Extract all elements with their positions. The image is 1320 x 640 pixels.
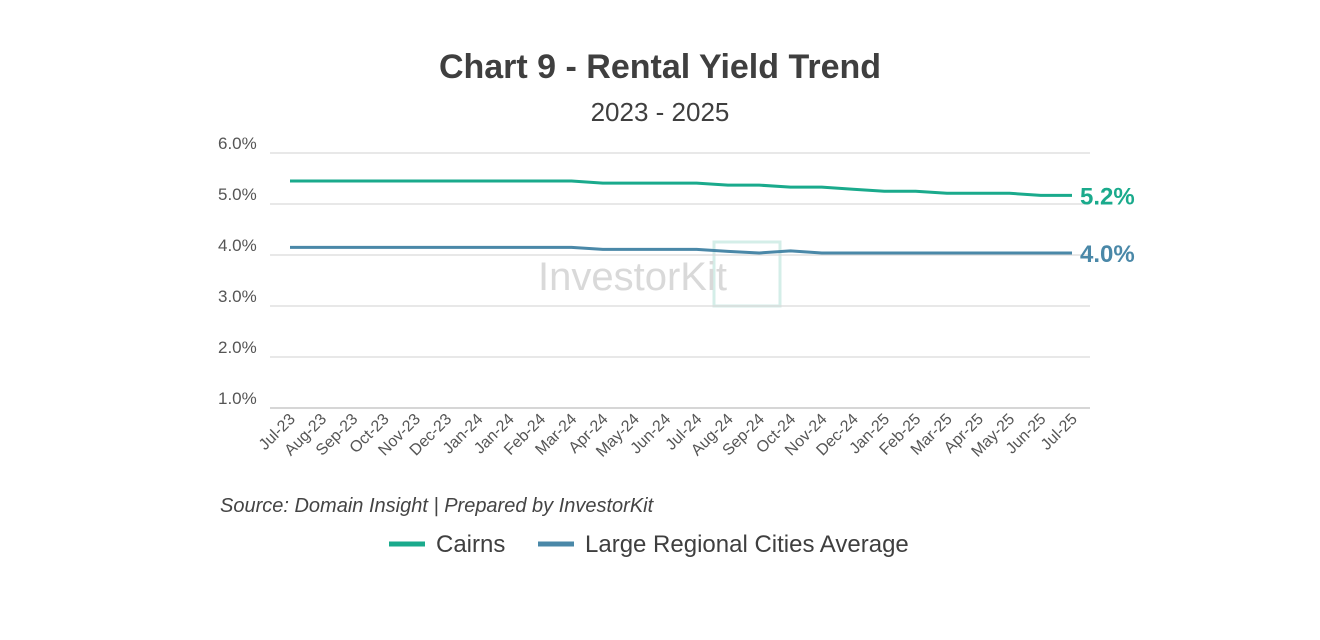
end-label-1: 4.0% [1080, 241, 1135, 268]
chart-title: Chart 9 - Rental Yield Trend [439, 48, 881, 86]
legend-label-0: Cairns [436, 531, 505, 558]
series-lines [290, 179, 1072, 255]
y-tick-label: 6.0% [218, 134, 257, 153]
series-line-1 [290, 245, 1072, 255]
x-tick-label: Jul-25 [1038, 411, 1081, 454]
watermark-text: InvestorKit [538, 255, 727, 299]
y-tick-label: 1.0% [218, 389, 257, 408]
end-label-0: 5.2% [1080, 183, 1135, 210]
grid-lines [270, 152, 1090, 409]
source-note: Source: Domain Insight | Prepared by Inv… [220, 495, 655, 517]
chart-subtitle: 2023 - 2025 [591, 97, 730, 127]
legend-label-1: Large Regional Cities Average [585, 531, 909, 558]
y-tick-label: 5.0% [218, 185, 257, 204]
y-tick-label: 3.0% [218, 287, 257, 306]
series-line-0 [290, 179, 1072, 197]
end-labels: 5.2% 4.0% [1080, 183, 1135, 268]
y-axis-ticks: 1.0% 2.0% 3.0% 4.0% 5.0% 6.0% [218, 134, 257, 408]
y-tick-label: 4.0% [218, 236, 257, 255]
x-axis-ticks: Jul-23Aug-23Sep-23Oct-23Nov-23Dec-23Jan-… [256, 411, 1081, 461]
y-tick-label: 2.0% [218, 338, 257, 357]
legend: Cairns Large Regional Cities Average [389, 531, 909, 558]
